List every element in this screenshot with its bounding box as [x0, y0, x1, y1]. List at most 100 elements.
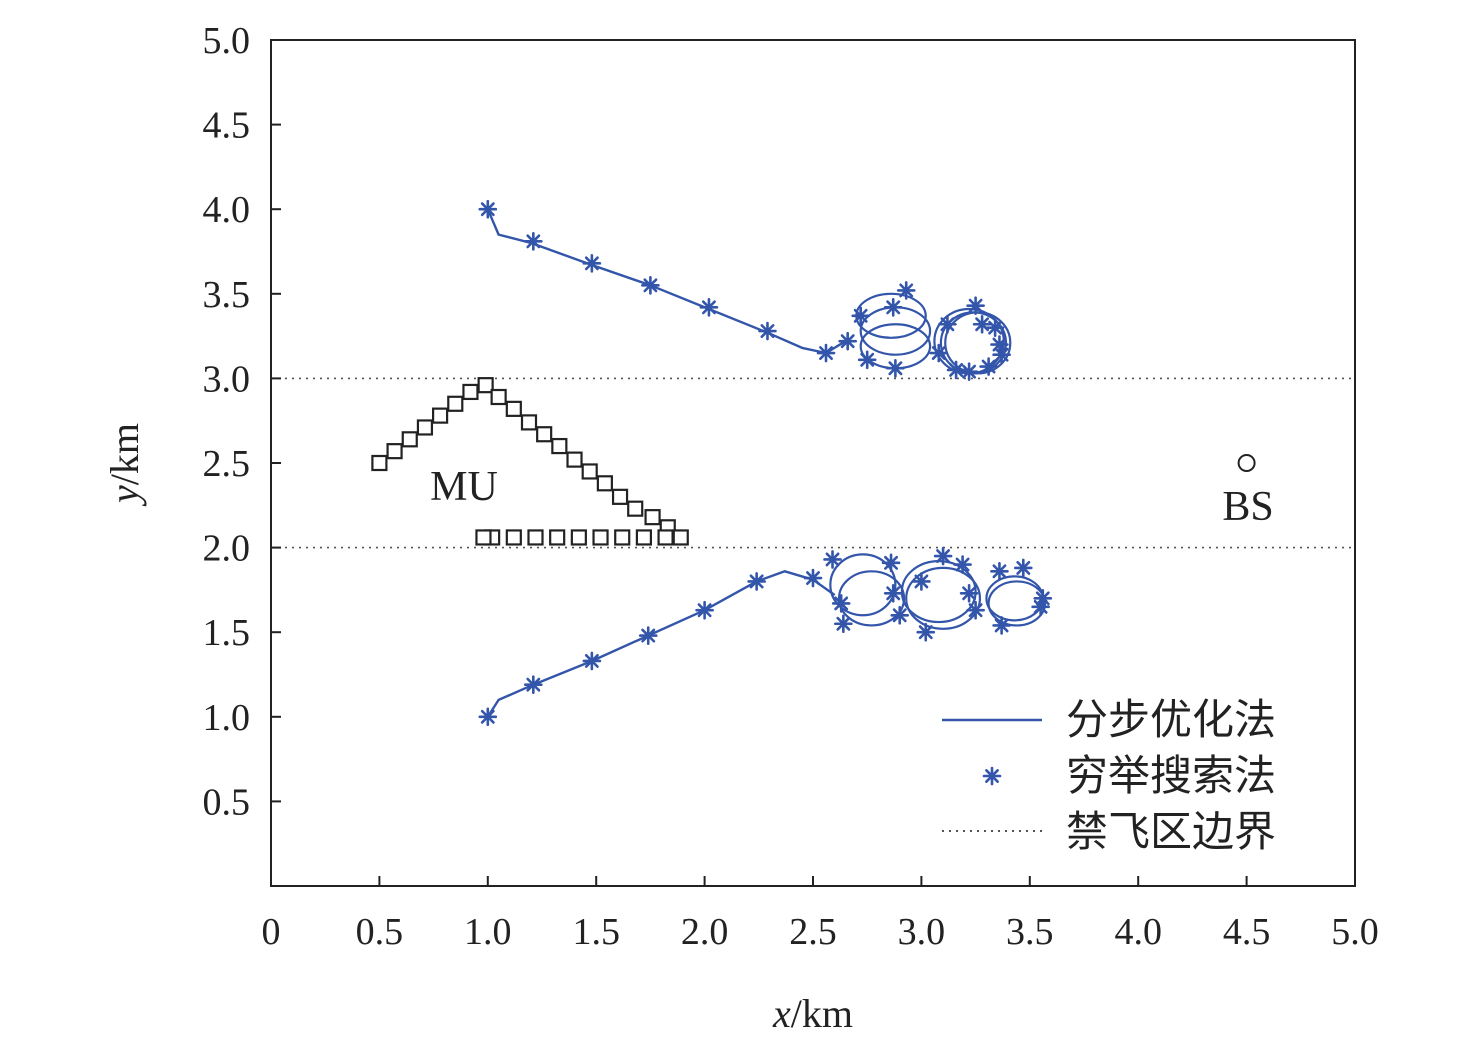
uav2-star-marker: [831, 594, 851, 613]
x-tick-label: 1.5: [572, 911, 620, 953]
mu-square-marker: [386, 443, 403, 460]
mu-square-marker: [520, 414, 538, 431]
mu-square-marker: [475, 529, 492, 546]
uav1-star-marker: [857, 350, 877, 370]
uav1-star-marker: [966, 296, 985, 315]
x-tick-label: 2.5: [789, 911, 837, 953]
uav2-star-marker: [638, 626, 658, 645]
x-tick-label: 3.5: [1006, 911, 1054, 953]
x-tick-label: 1.0: [464, 911, 512, 953]
bs-marker: [1237, 454, 1256, 472]
y-tick-label: 4.0: [203, 189, 251, 231]
mu-square-marker: [614, 529, 631, 546]
x-tick-label: 4.0: [1114, 911, 1162, 953]
x-tick-label: 0: [262, 911, 281, 953]
y-axis-label-var: y: [102, 485, 147, 507]
legend-label-0: 分步优化法: [1066, 695, 1276, 744]
uav2-star-marker: [966, 600, 985, 620]
mu-square-marker: [592, 529, 609, 546]
uav1-star-marker: [959, 362, 979, 381]
uav1-star-marker: [816, 343, 836, 363]
uav2-star-marker: [803, 568, 823, 588]
mu-square-marker: [570, 529, 587, 546]
uav1-star-marker: [851, 306, 870, 326]
uav2-star-marker: [990, 561, 1009, 581]
uav2-star-marker: [916, 622, 936, 642]
x-tick-label: 3.0: [898, 911, 946, 953]
trajectory-stars: [478, 199, 1053, 727]
y-tick-label: 1.0: [203, 697, 251, 739]
uav2-star-marker: [912, 572, 931, 591]
uav2-star-marker: [953, 555, 972, 574]
uav2-star-marker: [1031, 597, 1050, 617]
uav2-loop: [905, 566, 982, 630]
uav2-loop: [900, 560, 977, 624]
uav1-star-marker: [699, 298, 719, 317]
x-tick-label: 5.0: [1331, 911, 1379, 953]
mu-square-marker: [581, 463, 598, 480]
mu-square-marker: [596, 475, 613, 492]
mu-square-marker: [505, 529, 522, 546]
x-tick-label: 0.5: [356, 911, 404, 953]
bs-label: BS: [1222, 484, 1273, 530]
uav1-star-marker: [979, 357, 998, 376]
x-axis-label-var: x: [772, 991, 791, 1036]
uav2-star-marker: [695, 600, 714, 620]
y-axis-label: y/km: [102, 423, 147, 507]
uav2-star-marker: [1013, 558, 1033, 578]
uav1-star-marker: [886, 358, 905, 378]
uav2-star-marker: [959, 583, 979, 603]
mu-square-marker: [657, 529, 674, 546]
uav1-star-marker: [524, 232, 543, 251]
legend-star-mark: [982, 766, 1002, 786]
uav1-star-marker: [641, 276, 660, 295]
uav2-star-marker: [582, 651, 602, 671]
y-tick-label: 3.0: [203, 358, 251, 400]
legend-label-1: 穷举搜索法: [1066, 751, 1276, 800]
mu-label: MU: [430, 464, 498, 510]
y-tick-label: 3.5: [203, 274, 251, 316]
uav1-star-marker: [992, 345, 1011, 365]
legend-label-2: 禁飞区边界: [1066, 807, 1276, 856]
legend: 分步优化法 穷举搜索法 禁飞区边界: [942, 695, 1276, 856]
uav2-star-marker: [747, 572, 766, 591]
mu-square-marker: [549, 529, 566, 546]
no-fly-boundaries: [271, 377, 1355, 549]
uav2-loop: [829, 553, 897, 617]
uav1-star-marker: [883, 298, 903, 317]
mu-square-marker: [462, 383, 479, 401]
uav1-star-marker: [478, 199, 498, 219]
legend-star-swatch: [982, 766, 1002, 786]
y-axis-label-unit: /km: [102, 423, 147, 485]
x-tick-label: 2.0: [681, 911, 729, 953]
y-tick-label: 4.5: [203, 105, 251, 147]
uav2-star-marker: [478, 707, 498, 727]
uav1-star-marker: [946, 360, 966, 380]
x-tick-label: 4.5: [1223, 911, 1271, 953]
mu-square-marker: [432, 407, 449, 424]
uav2-loop: [837, 570, 906, 627]
bs-circle: [1237, 454, 1256, 472]
mu-square-marker: [611, 488, 629, 505]
uav1-star-marker: [758, 321, 777, 341]
mu-path: [371, 377, 689, 546]
mu-square-marker: [416, 419, 434, 436]
mu-square-marker: [566, 451, 583, 468]
mu-square-marker: [551, 437, 568, 455]
uav2-star-marker: [524, 675, 543, 694]
x-axis-label: x/km: [772, 991, 853, 1036]
uav1-star-marker: [929, 343, 949, 363]
uav1-path-line: [486, 208, 847, 355]
uav1-star-marker: [582, 254, 602, 273]
mu-square-marker: [371, 454, 388, 472]
uav2-star-marker: [890, 605, 910, 625]
mu-square-marker: [527, 529, 544, 546]
uav1-star-marker: [985, 318, 1005, 337]
uav1-star-marker: [896, 281, 916, 300]
uav2-star-marker: [823, 550, 842, 569]
mu-square-marker: [447, 395, 464, 412]
uav2-star-marker: [992, 616, 1011, 635]
uav2-star-marker: [933, 546, 953, 566]
uav2-star-marker: [834, 614, 853, 634]
axis-ticks: 0 0.5 1.0 1.5 2.0 2.5 3.0 3.5 4.0 4.5 5.0 0.5 1.0 1.5…: [203, 20, 1379, 953]
